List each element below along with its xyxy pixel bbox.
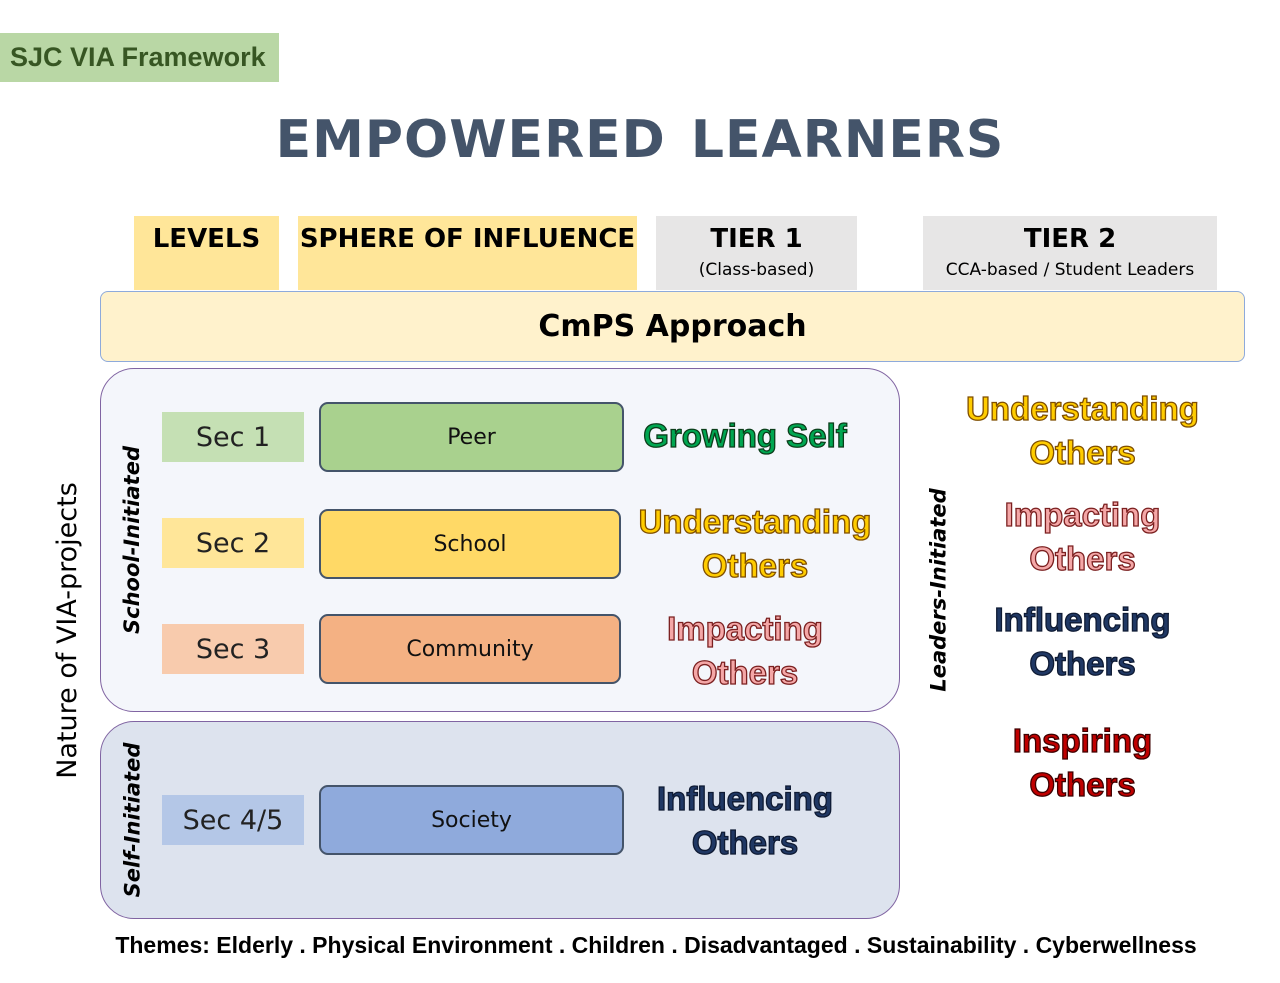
tier1-growing-self: Growing Self <box>620 414 870 458</box>
header-tier2-title: TIER 2 <box>1023 224 1117 254</box>
sphere-society: Society <box>319 785 624 855</box>
level-sec3-label: Sec 3 <box>195 633 271 665</box>
tier1-understanding-line1: Understanding <box>638 502 872 540</box>
sphere-school: School <box>319 509 621 579</box>
tier2-inspiring-line2: Others <box>1029 765 1137 803</box>
tier1-influencing-others: Influencing Others <box>620 777 870 865</box>
header-tier1-title: TIER 1 <box>710 224 803 254</box>
level-sec2-label: Sec 2 <box>195 527 271 559</box>
tier1-understanding-line2: Others <box>701 546 809 584</box>
level-sec1-label: Sec 1 <box>195 421 271 453</box>
level-sec1: Sec 1 <box>162 412 304 462</box>
tier1-influencing-line2: Others <box>691 823 799 861</box>
tier2-influencing-others: Influencing Others <box>950 598 1215 686</box>
header-levels: LEVELS <box>134 216 279 290</box>
header-tier1: TIER 1 (Class-based) <box>656 216 857 290</box>
school-initiated-text: School-Initiated <box>120 446 145 634</box>
tier1-impacting-others: Impacting Others <box>620 607 870 695</box>
header-sphere: SPHERE OF INFLUENCE <box>298 216 637 290</box>
leaders-initiated-text: Leaders-Initiated <box>927 488 952 692</box>
nature-of-projects-text: Nature of VIA-projects <box>51 481 83 779</box>
header-levels-label: LEVELS <box>152 224 261 254</box>
sphere-community-label: Community <box>406 636 534 662</box>
tier2-influencing-line1: Influencing <box>994 600 1171 638</box>
self-initiated-label: Self-Initiated <box>115 740 149 900</box>
header-tier2-sub: CCA-based / Student Leaders <box>945 260 1195 280</box>
tier1-impacting-line2: Others <box>691 653 799 691</box>
framework-tag: SJC VIA Framework <box>0 33 279 82</box>
tier2-inspiring-others: Inspiring Others <box>950 719 1215 807</box>
nature-of-projects-label: Nature of VIA-projects <box>47 480 87 780</box>
tier2-understanding-line1: Understanding <box>965 389 1199 427</box>
header-tier1-sub: (Class-based) <box>698 260 815 280</box>
sphere-society-label: Society <box>431 807 512 833</box>
level-sec3: Sec 3 <box>162 624 304 674</box>
tier1-impacting-line1: Impacting <box>666 609 823 647</box>
sphere-school-label: School <box>433 531 507 557</box>
page-title: EMPOWERED LEARNERS <box>275 110 1005 170</box>
sphere-peer-label: Peer <box>447 424 496 450</box>
tier2-influencing-line2: Others <box>1029 644 1137 682</box>
level-sec2: Sec 2 <box>162 518 304 568</box>
tier2-inspiring-line1: Inspiring <box>1012 721 1153 759</box>
cmps-approach-label: CmPS Approach <box>538 309 807 344</box>
tier2-understanding-others: Understanding Others <box>950 387 1215 475</box>
tier1-influencing-line1: Influencing <box>656 779 833 817</box>
tier1-understanding-others: Understanding Others <box>630 500 880 588</box>
tier2-impacting-line1: Impacting <box>1004 495 1161 533</box>
level-sec45-label: Sec 4/5 <box>182 804 284 836</box>
header-sphere-label: SPHERE OF INFLUENCE <box>299 224 636 254</box>
self-initiated-text: Self-Initiated <box>120 742 145 898</box>
themes-footer: Themes: Elderly . Physical Environment .… <box>115 932 1197 958</box>
cmps-approach-banner: CmPS Approach <box>100 291 1245 362</box>
tier2-impacting-others: Impacting Others <box>950 493 1215 581</box>
tier1-growing-self-line1: Growing Self <box>643 416 848 454</box>
sphere-community: Community <box>319 614 621 684</box>
tier2-understanding-line2: Others <box>1029 433 1137 471</box>
sphere-peer: Peer <box>319 402 624 472</box>
level-sec45: Sec 4/5 <box>162 795 304 845</box>
header-tier2: TIER 2 CCA-based / Student Leaders <box>923 216 1217 290</box>
school-initiated-label: School-Initiated <box>115 440 149 640</box>
tier2-impacting-line2: Others <box>1029 539 1137 577</box>
